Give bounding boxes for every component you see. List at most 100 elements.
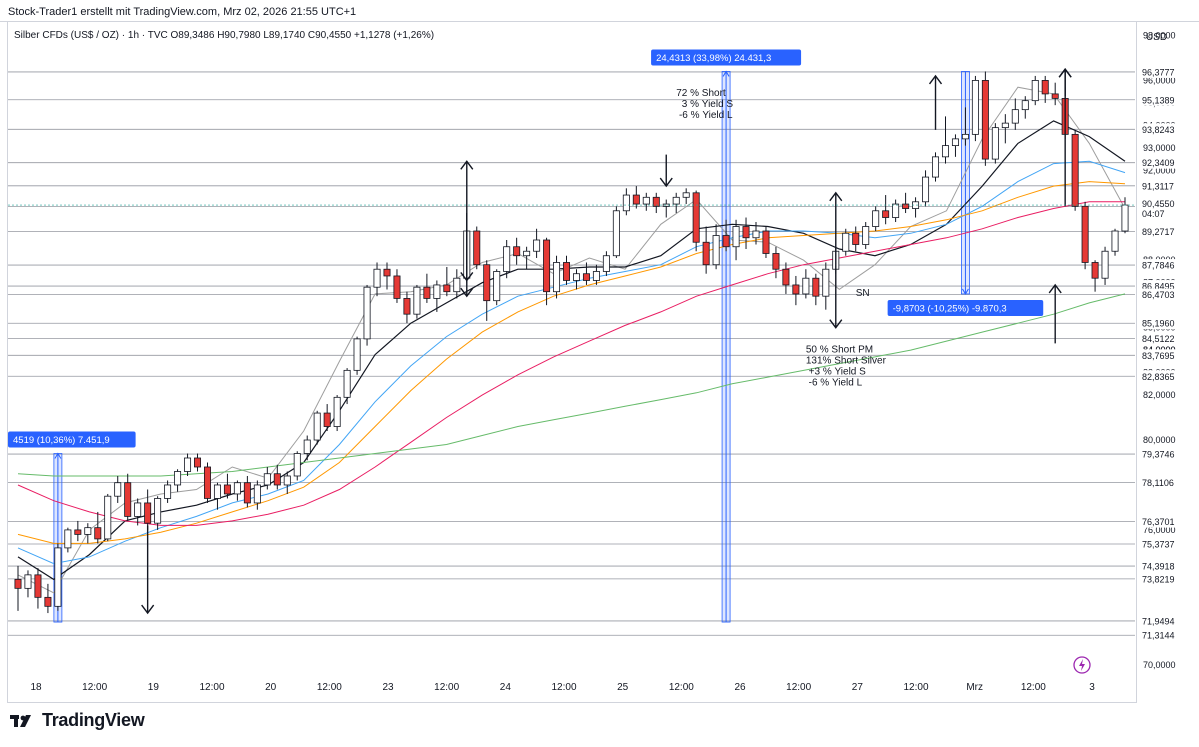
candle — [293, 451, 301, 481]
candle-body — [1041, 80, 1049, 95]
arrowhead-up — [460, 160, 474, 170]
candle — [612, 206, 620, 258]
candle-body — [353, 338, 361, 371]
candle-body — [1021, 100, 1029, 111]
moving-average-pink — [17, 201, 1125, 526]
candle-body — [34, 574, 42, 598]
candle-body — [14, 578, 22, 589]
candle — [1111, 228, 1119, 256]
candle-body — [802, 277, 810, 295]
candle-body — [991, 127, 999, 160]
candle-body — [792, 284, 800, 295]
candle — [124, 473, 132, 521]
moving-average-blue — [17, 160, 1126, 565]
candle — [523, 246, 531, 270]
time-axis-label: 12:00 — [199, 682, 224, 693]
candle — [243, 475, 251, 508]
candle — [343, 368, 351, 405]
time-axis-label: 12:00 — [669, 682, 694, 693]
candle-body — [902, 203, 910, 209]
candle-body — [393, 275, 401, 299]
lightning-icon[interactable] — [1073, 656, 1091, 674]
candle-body — [852, 232, 860, 245]
candle — [223, 473, 231, 499]
candle — [253, 480, 261, 510]
chart-header-title: Stock-Trader1 erstellt mit TradingView.c… — [8, 6, 357, 18]
candle-body — [283, 475, 291, 486]
candle — [303, 435, 311, 461]
candle — [1041, 75, 1049, 103]
candle-body — [612, 210, 620, 257]
price-level-tag — [1137, 515, 1183, 528]
arrowhead-up — [829, 191, 843, 202]
candle — [692, 190, 700, 252]
candle-body — [1121, 204, 1129, 232]
candle — [283, 471, 291, 494]
annotation-line: SN — [856, 288, 870, 299]
candle — [782, 262, 790, 294]
candle-body — [632, 194, 640, 205]
time-axis-label: 26 — [734, 682, 746, 693]
candle-body — [184, 457, 192, 472]
price-tick-label: 82,0000 — [1143, 390, 1176, 400]
candle — [812, 273, 820, 306]
price-level-tag — [1137, 259, 1183, 272]
candle-body — [622, 194, 630, 212]
candle-body — [363, 286, 371, 340]
candle-body — [273, 473, 281, 486]
candle — [622, 188, 630, 216]
candle — [413, 284, 421, 319]
candle-body — [1101, 250, 1109, 279]
candle — [84, 523, 92, 544]
annotation-text: 72 % Short 3 % Yield S -6 % Yield L — [676, 88, 733, 121]
price-level-label: 75,3737 — [1142, 539, 1175, 549]
price-level-label: 91,3117 — [1142, 181, 1174, 191]
price-chart[interactable]: Silber CFDs (US$ / OZ) · 1h · TVC O89,34… — [0, 0, 1199, 700]
candle — [233, 480, 241, 501]
arrowhead-down — [141, 604, 155, 615]
price-level-tag — [1137, 448, 1183, 461]
candle — [762, 226, 770, 258]
candle-body — [144, 502, 152, 524]
candle — [174, 469, 182, 492]
tradingview-logo-text: TradingView — [42, 710, 145, 730]
measure-label-text: 4519 (10,36%) 7.451,9 — [13, 435, 110, 446]
candle — [872, 206, 880, 232]
price-tick-label: 96,0000 — [1143, 75, 1176, 85]
candle-body — [941, 145, 949, 158]
candle-body — [563, 262, 571, 281]
candle-body — [553, 262, 561, 293]
top-border — [0, 21, 1199, 22]
time-axis-label: 12:00 — [551, 682, 576, 693]
price-level-tag — [1137, 537, 1183, 550]
candle-body — [762, 230, 770, 254]
candle-body — [443, 284, 451, 293]
candle — [64, 527, 72, 553]
candle-body — [164, 484, 172, 499]
time-axis-label: 12:00 — [82, 682, 107, 693]
measure-label: 4519 (10,36%) 7.451,9 — [8, 431, 136, 448]
price-level-tag — [1137, 476, 1183, 489]
candle — [922, 170, 930, 207]
price-level-tag — [1137, 317, 1183, 330]
annotation-line: -6 % Yield L — [676, 110, 733, 121]
candle-body — [263, 473, 271, 486]
candle — [263, 466, 271, 490]
candle-body — [752, 230, 760, 239]
candle-body — [1071, 133, 1079, 207]
candle — [602, 251, 610, 276]
price-tick-label: 70,0000 — [1143, 660, 1176, 670]
candle — [493, 269, 501, 306]
price-level-label: 71,9494 — [1142, 616, 1175, 626]
time-axis-label: 12:00 — [903, 682, 928, 693]
price-level-tag — [1137, 225, 1183, 238]
candle-body — [592, 271, 600, 281]
price-level-label: 83,7695 — [1142, 351, 1175, 361]
price-level-label: 95,1389 — [1142, 95, 1175, 105]
arrowhead-down — [460, 272, 474, 282]
candle-body — [453, 277, 461, 293]
time-axis-label: 12:00 — [434, 682, 459, 693]
time-axis-label: 12:00 — [786, 682, 811, 693]
candle — [383, 262, 391, 290]
candle — [393, 269, 401, 303]
